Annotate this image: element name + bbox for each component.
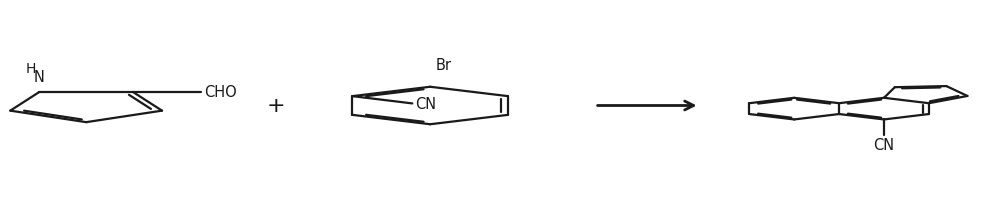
Text: +: +: [266, 96, 285, 115]
Text: CN: CN: [415, 97, 436, 112]
Text: CN: CN: [873, 138, 895, 153]
Text: Br: Br: [435, 58, 451, 73]
Text: CHO: CHO: [204, 85, 237, 100]
Text: H: H: [26, 62, 36, 76]
Text: N: N: [34, 70, 45, 85]
